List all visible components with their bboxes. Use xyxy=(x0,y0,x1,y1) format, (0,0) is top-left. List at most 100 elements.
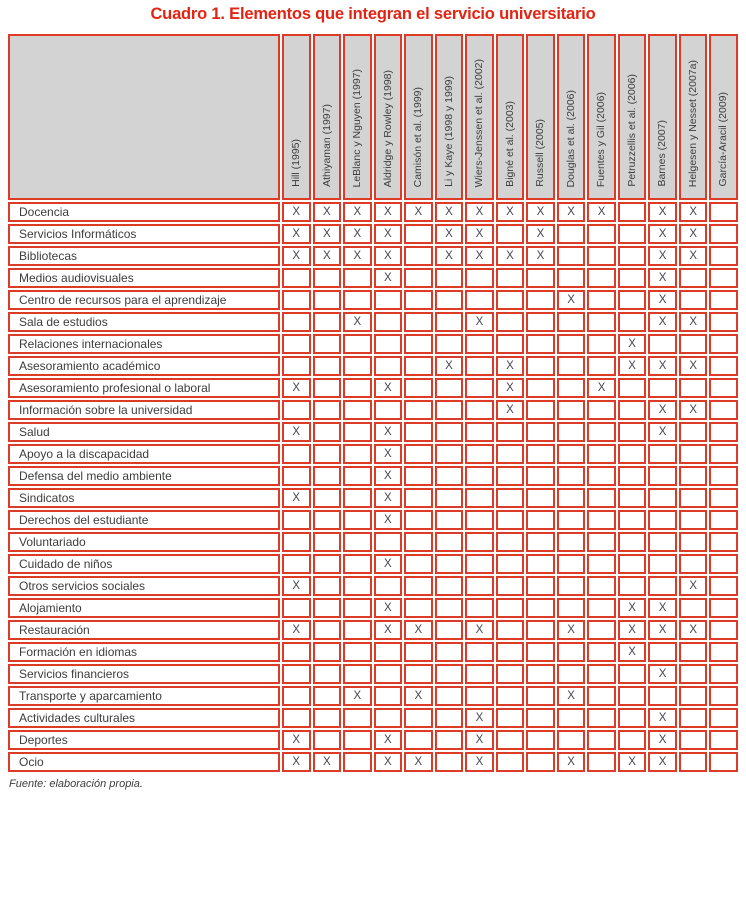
mark-cell-empty xyxy=(678,422,708,442)
mark-cell-empty xyxy=(587,598,616,618)
mark-cell-x: X xyxy=(556,686,586,706)
mark-cell-empty xyxy=(465,532,494,552)
mark-cell-x: X xyxy=(434,356,464,376)
mark-cell-x: X xyxy=(282,224,311,244)
mark-cell-empty xyxy=(556,334,586,354)
mark-cell-empty xyxy=(617,664,647,684)
mark-cell-empty xyxy=(465,488,494,508)
mark-cell-empty xyxy=(587,554,616,574)
mark-cell-empty xyxy=(617,708,647,728)
table-row: Derechos del estudiante X xyxy=(8,510,738,530)
mark-cell-empty xyxy=(495,290,525,310)
mark-cell-empty xyxy=(587,290,616,310)
mark-cell-empty xyxy=(587,686,616,706)
table-row: Relaciones internacionales X xyxy=(8,334,738,354)
mark-cell-empty xyxy=(434,576,464,596)
mark-cell-empty xyxy=(343,752,372,772)
mark-cell-empty xyxy=(282,686,311,706)
mark-cell-empty xyxy=(678,664,708,684)
mark-cell-empty xyxy=(556,664,586,684)
mark-cell-empty xyxy=(343,290,372,310)
column-header: Aldridge y Rowley (1998) xyxy=(373,34,403,200)
mark-cell-empty xyxy=(678,642,708,662)
table-body: Docencia X X X X X X X X X X X X X Servicios Informáti… xyxy=(8,202,738,772)
mark-cell-empty xyxy=(617,202,647,222)
mark-cell-empty xyxy=(434,268,464,288)
mark-cell-empty xyxy=(312,664,342,684)
mark-cell-x: X xyxy=(678,202,708,222)
mark-cell-x: X xyxy=(373,510,403,530)
column-header: Russell (2005) xyxy=(526,34,555,200)
mark-cell-empty xyxy=(373,312,403,332)
mark-cell-empty xyxy=(312,290,342,310)
mark-cell-empty xyxy=(434,510,464,530)
table-row: Restauración X X X X X X X X xyxy=(8,620,738,640)
mark-cell-empty xyxy=(587,356,616,376)
mark-cell-empty xyxy=(373,708,403,728)
mark-cell-x: X xyxy=(648,290,677,310)
mark-cell-empty xyxy=(404,664,433,684)
row-label: Relaciones internacionales xyxy=(8,334,280,354)
mark-cell-x: X xyxy=(556,752,586,772)
mark-cell-empty xyxy=(678,290,708,310)
mark-cell-x: X xyxy=(465,620,494,640)
column-header-label: Petruzzellis et al. (2006) xyxy=(625,74,638,187)
mark-cell-x: X xyxy=(648,620,677,640)
row-label: Cuidado de niños xyxy=(8,554,280,574)
mark-cell-x: X xyxy=(648,400,677,420)
mark-cell-empty xyxy=(404,224,433,244)
mark-cell-x: X xyxy=(648,422,677,442)
mark-cell-x: X xyxy=(648,356,677,376)
mark-cell-empty xyxy=(404,268,433,288)
mark-cell-x: X xyxy=(648,708,677,728)
mark-cell-x: X xyxy=(648,268,677,288)
mark-cell-empty xyxy=(495,510,525,530)
table-title: Cuadro 1. Elementos que integran el serv… xyxy=(150,5,596,23)
mark-cell-empty xyxy=(678,532,708,552)
mark-cell-empty xyxy=(556,466,586,486)
mark-cell-empty xyxy=(678,334,708,354)
mark-cell-empty xyxy=(434,466,464,486)
mark-cell-empty xyxy=(556,554,586,574)
mark-cell-empty xyxy=(709,642,738,662)
mark-cell-x: X xyxy=(343,312,372,332)
mark-cell-empty xyxy=(556,444,586,464)
mark-cell-x: X xyxy=(556,202,586,222)
mark-cell-x: X xyxy=(526,224,555,244)
table-row: Deportes X X X X xyxy=(8,730,738,750)
mark-cell-empty xyxy=(282,444,311,464)
mark-cell-empty xyxy=(434,290,464,310)
mark-cell-empty xyxy=(465,598,494,618)
column-header: Douglas et al. (2006) xyxy=(556,34,586,200)
mark-cell-x: X xyxy=(465,246,494,266)
column-header: Bigné et al. (2003) xyxy=(495,34,525,200)
mark-cell-empty xyxy=(587,488,616,508)
table-row: Actividades culturales X X xyxy=(8,708,738,728)
mark-cell-x: X xyxy=(617,598,647,618)
mark-cell-empty xyxy=(343,708,372,728)
mark-cell-empty xyxy=(495,598,525,618)
mark-cell-empty xyxy=(495,752,525,772)
mark-cell-x: X xyxy=(495,378,525,398)
table-row: Formación en idiomas X xyxy=(8,642,738,662)
mark-cell-x: X xyxy=(373,554,403,574)
mark-cell-empty xyxy=(312,466,342,486)
mark-cell-x: X xyxy=(678,400,708,420)
mark-cell-empty xyxy=(709,466,738,486)
mark-cell-empty xyxy=(343,730,372,750)
mark-cell-empty xyxy=(465,576,494,596)
mark-cell-empty xyxy=(312,686,342,706)
source-note: Fuente: elaboración propia. xyxy=(9,778,143,790)
row-label: Asesoramiento profesional o laboral xyxy=(8,378,280,398)
mark-cell-x: X xyxy=(465,202,494,222)
page: Cuadro 1. Elementos que integran el serv… xyxy=(8,5,738,790)
mark-cell-empty xyxy=(526,510,555,530)
mark-cell-x: X xyxy=(648,598,677,618)
mark-cell-x: X xyxy=(465,730,494,750)
header-row: Hill (1995) Athiyaman (1997) LeBlanc y Ngu… xyxy=(8,34,738,200)
mark-cell-empty xyxy=(556,422,586,442)
mark-cell-x: X xyxy=(282,576,311,596)
mark-cell-empty xyxy=(709,290,738,310)
mark-cell-empty xyxy=(587,444,616,464)
mark-cell-x: X xyxy=(617,334,647,354)
